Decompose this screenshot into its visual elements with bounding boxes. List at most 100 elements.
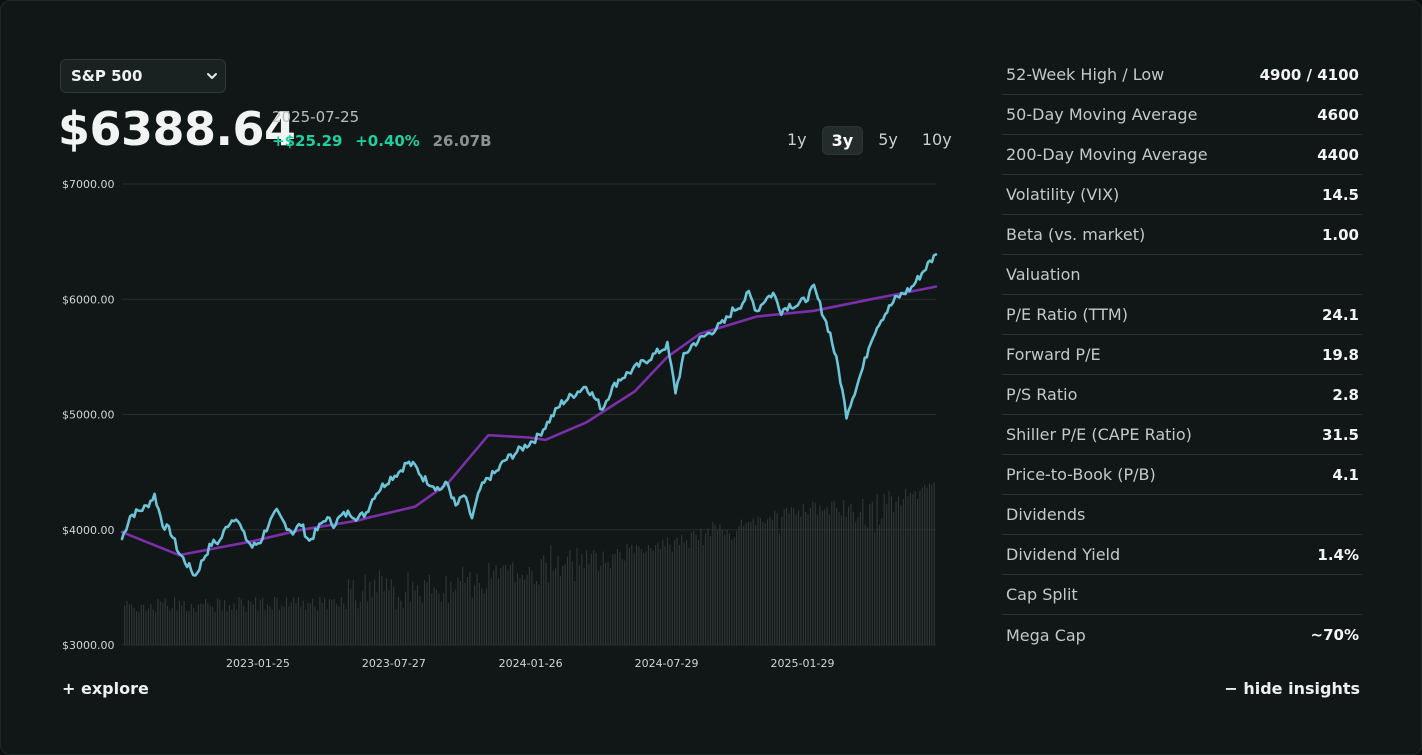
- range-tab-3y[interactable]: 3y: [821, 126, 864, 155]
- volume-bar: [662, 540, 664, 645]
- insight-row: 50-Day Moving Average 4600: [1002, 95, 1362, 135]
- volume-bar: [828, 514, 830, 645]
- volume-bar: [266, 604, 269, 645]
- volume-bar: [743, 525, 745, 645]
- volume-bar: [147, 608, 149, 645]
- insight-section-header: Cap Split: [1002, 575, 1362, 615]
- insight-label: 200-Day Moving Average: [1006, 145, 1208, 164]
- volume-bar: [264, 610, 266, 645]
- volume-bar: [752, 518, 754, 645]
- volume-bar: [909, 492, 911, 645]
- price-chart[interactable]: $7000.00 $6000.00 $5000.00 $4000.00 $3000.00…: [0, 0, 960, 680]
- range-tab-1y[interactable]: 1y: [787, 130, 807, 149]
- volume-bar: [638, 546, 640, 645]
- volume-bar: [478, 583, 480, 645]
- volume-bar: [697, 540, 700, 645]
- volume-bar: [185, 610, 188, 645]
- volume-bar: [926, 487, 928, 645]
- volume-bar: [917, 499, 919, 645]
- volume-bar: [874, 532, 876, 645]
- volume-bar: [385, 578, 388, 645]
- insight-value: 4.1: [1332, 465, 1359, 484]
- volume-bar: [757, 516, 759, 645]
- volume-bar: [476, 573, 478, 645]
- volume-bar: [302, 600, 304, 645]
- volume-bar: [774, 510, 776, 645]
- volume-bar: [455, 589, 457, 645]
- range-tab-5y[interactable]: 5y: [878, 130, 898, 149]
- volume-bar: [428, 575, 430, 645]
- volume-bar: [214, 611, 216, 645]
- volume-bar: [859, 511, 861, 645]
- insight-label: Cap Split: [1006, 585, 1078, 604]
- volume-bar: [247, 600, 249, 645]
- volume-bar: [124, 605, 126, 645]
- volume-bar: [405, 592, 407, 645]
- volume-bar: [366, 601, 369, 645]
- volume-bar: [876, 493, 878, 645]
- insight-value: 19.8: [1321, 345, 1359, 364]
- volume-bar: [466, 577, 469, 645]
- insight-row: P/E Ratio (TTM) 24.1: [1002, 295, 1362, 335]
- x-tick-label: 2024-01-26: [499, 657, 563, 670]
- volume-bar: [135, 610, 138, 645]
- range-tab-10y[interactable]: 10y: [921, 130, 952, 149]
- volume-bar: [845, 516, 847, 645]
- volume-bar: [543, 555, 545, 645]
- volume-bar: [869, 504, 871, 645]
- volume-bar: [350, 588, 352, 645]
- volume-bar: [786, 508, 788, 645]
- volume-bar: [274, 596, 276, 645]
- y-tick-label: $3000.00: [62, 639, 115, 652]
- current-price: $6388.64: [58, 102, 296, 156]
- volume-bar: [138, 612, 140, 645]
- volume-bar: [666, 537, 669, 645]
- volume-bar: [359, 601, 361, 645]
- volume-bar: [345, 608, 347, 645]
- volume-bar: [866, 527, 869, 645]
- volume-bar: [409, 601, 411, 645]
- hide-insights-button[interactable]: − hide insights: [1224, 679, 1360, 698]
- volume-bar: [312, 598, 314, 645]
- index-selector-value: S&P 500: [71, 67, 143, 85]
- volume-bar: [283, 606, 285, 645]
- volume-bar: [402, 608, 404, 645]
- volume-bar: [628, 547, 630, 645]
- volume-bar: [233, 603, 235, 645]
- insights-panel: 52-Week High / Low 4900 / 4100 50-Day Mov…: [1002, 55, 1362, 655]
- insight-row: Price-to-Book (P/B) 4.1: [1002, 455, 1362, 495]
- y-tick-label: $4000.00: [62, 524, 115, 537]
- insight-label: P/S Ratio: [1006, 385, 1078, 404]
- insight-label: Shiller P/E (CAPE Ratio): [1006, 425, 1192, 444]
- volume-bar: [864, 524, 866, 645]
- volume-bar: [669, 545, 671, 645]
- volume-bar: [181, 605, 183, 645]
- volume-bar: [824, 509, 826, 645]
- volume-bar: [762, 522, 764, 645]
- volume-bar: [812, 501, 814, 645]
- volume-bar: [238, 596, 240, 645]
- volume-bar: [483, 593, 485, 645]
- volume-bar: [440, 601, 442, 645]
- x-tick-label: 2024-07-29: [635, 657, 699, 670]
- volume-bar: [352, 579, 354, 645]
- volume-bar: [190, 604, 192, 645]
- volume-bar: [724, 534, 726, 645]
- volume-bar: [588, 564, 590, 645]
- change-percent: +0.40%: [355, 132, 420, 150]
- volume-bar: [526, 574, 528, 645]
- volume-bar: [171, 607, 173, 645]
- index-selector[interactable]: S&P 500: [60, 59, 226, 93]
- explore-button[interactable]: + explore: [62, 679, 149, 698]
- volume-bar: [395, 609, 397, 645]
- insight-label: Mega Cap: [1006, 625, 1086, 645]
- change-absolute: +$25.29: [272, 132, 343, 150]
- volume-bar: [862, 499, 864, 645]
- volume-bar: [576, 547, 578, 645]
- volume-bar: [457, 577, 459, 645]
- volume-bar: [445, 575, 447, 645]
- volume-bar: [614, 554, 616, 645]
- volume-bar: [140, 605, 142, 645]
- volume-bar: [621, 559, 623, 645]
- price-line: [120, 253, 938, 577]
